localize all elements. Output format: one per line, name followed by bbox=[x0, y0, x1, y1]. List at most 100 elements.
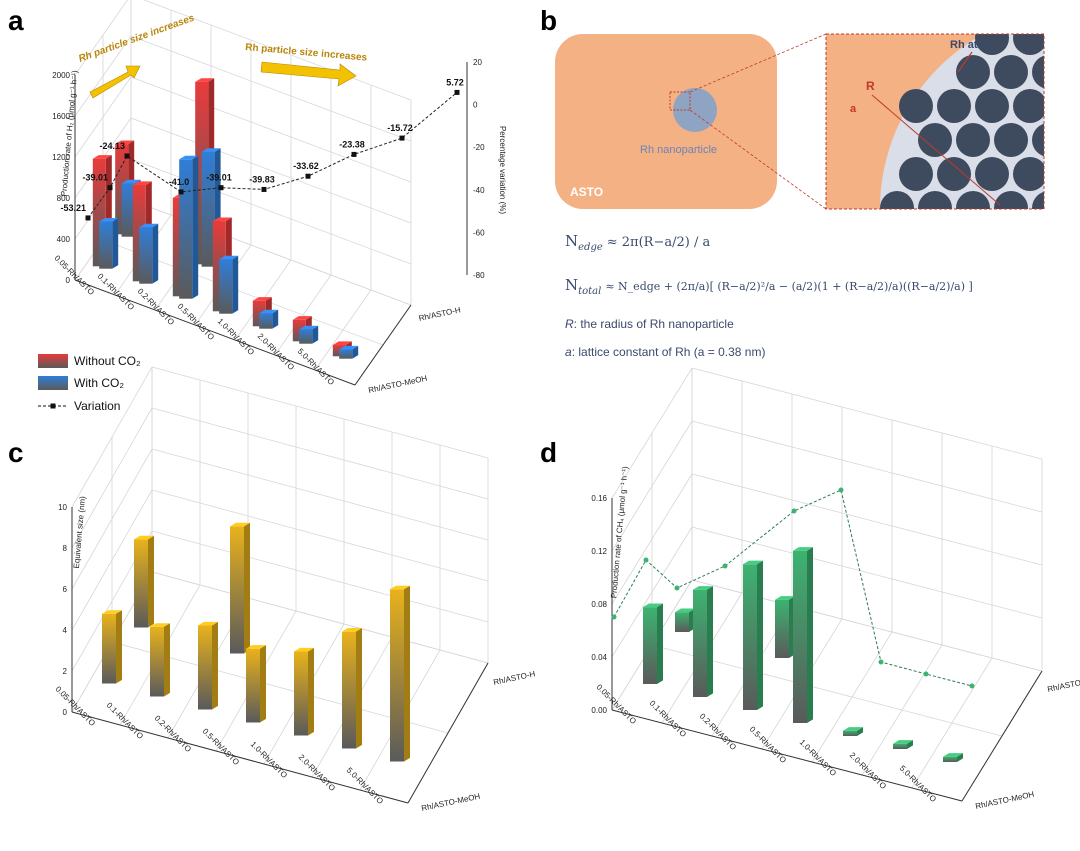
depth-label: Rh/ASTO-MeOH bbox=[975, 790, 1036, 811]
bar-front-side bbox=[857, 727, 863, 736]
panel-label-b: b bbox=[540, 5, 557, 36]
grid-line bbox=[151, 448, 489, 541]
size-arrow-2 bbox=[260, 61, 357, 87]
bar-front-face bbox=[139, 227, 153, 284]
note1-text: : the radius of Rh nanoparticle bbox=[574, 317, 734, 331]
note2-text: : lattice constant of Rh (a = 0.38 nm) bbox=[572, 345, 766, 359]
variation-point bbox=[107, 185, 113, 191]
eq2-lhs: N bbox=[565, 276, 578, 294]
bar-front-top bbox=[643, 603, 663, 608]
variation-label: -39.01 bbox=[206, 173, 232, 183]
x-axis bbox=[71, 711, 409, 804]
depth-label: Rh/ASTO-H bbox=[493, 669, 537, 687]
bar-front-top bbox=[150, 623, 170, 627]
variation-line bbox=[87, 92, 458, 219]
bar-front-side bbox=[260, 645, 266, 723]
variation-point bbox=[261, 186, 267, 192]
grid-line bbox=[151, 366, 489, 459]
bar-front bbox=[99, 217, 119, 269]
grid-line bbox=[691, 420, 1043, 513]
rh-atom bbox=[975, 89, 1009, 123]
bar-front bbox=[693, 586, 713, 697]
y-tick-label: 2000 bbox=[52, 71, 70, 80]
ch4-point bbox=[722, 563, 728, 569]
rh-atom bbox=[1013, 157, 1044, 191]
bar-front-top bbox=[92, 155, 112, 159]
variation-label: -15.72 bbox=[387, 123, 413, 133]
x-category-label: 0.2-Rh/ASTO bbox=[153, 714, 193, 754]
x-category-label: 0.5-Rh/ASTO bbox=[176, 302, 216, 342]
y-tick-label: 0.00 bbox=[591, 706, 607, 715]
bar-front-side bbox=[116, 610, 122, 684]
grid-line bbox=[130, 158, 412, 265]
y-tick-label: 2 bbox=[63, 667, 68, 676]
x-category-label: 0.2-Rh/ASTO bbox=[136, 287, 176, 327]
rh-nanoparticle bbox=[673, 88, 717, 132]
bar-front-face bbox=[219, 259, 233, 314]
panel-label-a: a bbox=[8, 5, 24, 36]
rh-atom bbox=[994, 191, 1028, 209]
x-category-label: 5.0-Rh/ASTO bbox=[345, 766, 385, 806]
bar-front-face bbox=[259, 313, 273, 329]
bar-front-side bbox=[308, 647, 314, 736]
bar-front-top bbox=[342, 628, 362, 632]
eq1-rhs: ≈ 2π(R−a/2) / a bbox=[607, 235, 711, 250]
rh-atom-label: Rh atom bbox=[950, 39, 994, 51]
variation-label: -41.0 bbox=[169, 177, 190, 187]
y-tick-label: 6 bbox=[63, 585, 68, 594]
bar-back-face bbox=[134, 539, 148, 628]
y-axis-title: Production rate of H₂ (μmol g⁻¹ h⁻¹) bbox=[59, 70, 79, 197]
annotation-1: Rh particle size increases bbox=[77, 13, 196, 65]
depth-axis bbox=[354, 304, 412, 386]
bar-back-face bbox=[201, 151, 215, 267]
x-category-label: 0.5-Rh/ASTO bbox=[748, 725, 788, 765]
bar-front-face bbox=[246, 648, 260, 723]
bar-front-face bbox=[693, 589, 707, 697]
svg-text:Nedge≈ 2π(R−a/2) / a: Nedge ≈ 2π(R−a/2) / a bbox=[565, 232, 710, 253]
bar-front-top bbox=[212, 217, 232, 222]
bar-front-face bbox=[643, 607, 657, 684]
x-category-label: 1.0-Rh/ASTO bbox=[216, 317, 256, 357]
bar-front-top bbox=[332, 341, 352, 346]
grid-line bbox=[130, 117, 412, 224]
y2-tick-label: -40 bbox=[473, 186, 485, 195]
bar-front-top bbox=[299, 325, 319, 330]
zoom-inset: Rh atom R a bbox=[825, 33, 1080, 210]
x-axis bbox=[611, 709, 963, 802]
bar-front bbox=[843, 727, 863, 736]
grid-line bbox=[151, 530, 489, 623]
bar-front bbox=[294, 647, 314, 736]
bar-back-top bbox=[134, 535, 154, 540]
lattice-label: a bbox=[850, 103, 857, 115]
asto-label: ASTO bbox=[570, 185, 603, 199]
bar-front-top bbox=[102, 610, 122, 614]
rh-atom bbox=[1070, 123, 1080, 157]
bar-front bbox=[246, 645, 266, 723]
rh-atom bbox=[956, 55, 990, 89]
x-category-label: 0.05-Rh/ASTO bbox=[595, 683, 638, 726]
x-category-label: 0.1-Rh/ASTO bbox=[96, 272, 136, 312]
y2-tick-label: -80 bbox=[473, 271, 485, 280]
bar-back-top bbox=[195, 78, 215, 82]
bar-front-face bbox=[843, 730, 857, 736]
variation-point bbox=[85, 215, 91, 221]
bar-front bbox=[259, 309, 279, 329]
bar-front bbox=[943, 753, 963, 762]
y2-tick-label: 20 bbox=[473, 58, 482, 67]
ch4-point bbox=[878, 659, 884, 665]
x-category-label: 1.0-Rh/ASTO bbox=[798, 738, 838, 778]
bar-back bbox=[775, 596, 795, 658]
panel-d-chart: 0.00 0.04 0.08 0.12 0.16 0.05-Rh/ASTO 0.1-Rh/A… bbox=[591, 367, 1080, 811]
eq2-rhs: ≈ N_edge + (2π/a)[ (R−a/2)²/a − (a/2)(1 … bbox=[605, 280, 972, 293]
bar-back bbox=[134, 535, 154, 628]
bar-front-side bbox=[352, 345, 359, 359]
ch4-point bbox=[923, 671, 929, 677]
ch4-point bbox=[643, 557, 649, 563]
bar-back-face bbox=[230, 526, 244, 654]
bar-front bbox=[299, 325, 319, 344]
bar-front bbox=[390, 585, 410, 762]
legend-swatch-with bbox=[38, 376, 68, 390]
y-tick-label: 0.08 bbox=[591, 600, 607, 609]
rh-atom bbox=[1032, 55, 1044, 89]
